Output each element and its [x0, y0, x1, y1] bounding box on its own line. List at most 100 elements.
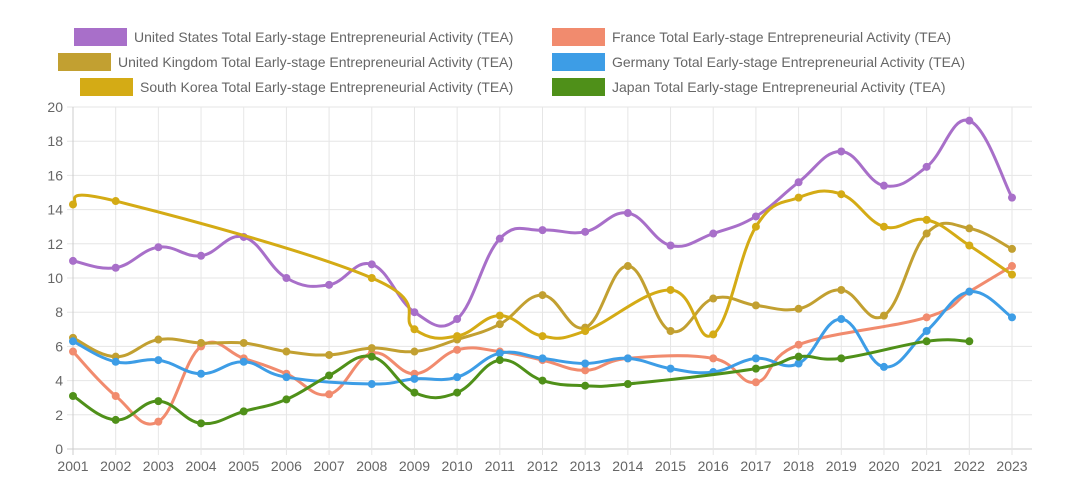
data-point-united-kingdom[interactable]	[410, 347, 419, 356]
data-point-south-korea[interactable]	[751, 222, 760, 231]
data-point-south-korea[interactable]	[794, 193, 803, 202]
data-point-south-korea[interactable]	[367, 274, 376, 282]
data-point-germany[interactable]	[453, 373, 462, 382]
data-point-united-kingdom[interactable]	[965, 224, 974, 233]
data-point-germany[interactable]	[837, 315, 846, 324]
data-point-south-korea[interactable]	[879, 222, 888, 231]
data-point-united-kingdom[interactable]	[666, 327, 675, 336]
data-point-united-kingdom[interactable]	[495, 320, 504, 329]
data-point-south-korea[interactable]	[581, 327, 590, 336]
data-point-japan[interactable]	[367, 352, 376, 361]
data-point-united-states[interactable]	[666, 241, 675, 250]
data-point-united-states[interactable]	[495, 234, 504, 243]
data-point-germany[interactable]	[367, 380, 376, 389]
data-point-germany[interactable]	[922, 327, 931, 336]
data-point-united-states[interactable]	[581, 227, 590, 236]
data-point-united-states[interactable]	[623, 209, 632, 218]
data-point-south-korea[interactable]	[538, 332, 547, 341]
data-point-germany[interactable]	[197, 369, 206, 378]
data-point-japan[interactable]	[325, 371, 334, 380]
legend-item-united-states[interactable]: United States Total Early-stage Entrepre…	[74, 28, 513, 46]
data-point-japan[interactable]	[453, 388, 462, 397]
data-point-germany[interactable]	[965, 287, 974, 296]
data-point-united-kingdom[interactable]	[709, 294, 718, 303]
data-point-japan[interactable]	[581, 381, 590, 390]
data-point-south-korea[interactable]	[453, 332, 462, 341]
data-point-united-kingdom[interactable]	[154, 335, 163, 344]
data-point-united-states[interactable]	[922, 162, 931, 171]
legend-item-germany[interactable]: Germany Total Early-stage Entrepreneuria…	[552, 53, 965, 71]
data-point-south-korea[interactable]	[837, 190, 846, 199]
legend-item-united-kingdom[interactable]: United Kingdom Total Early-stage Entrepr…	[58, 53, 513, 71]
data-point-united-states[interactable]	[794, 178, 803, 187]
data-point-japan[interactable]	[154, 397, 163, 406]
data-point-united-states[interactable]	[965, 116, 974, 125]
data-point-united-kingdom[interactable]	[922, 229, 931, 238]
data-point-germany[interactable]	[666, 364, 675, 373]
data-point-united-states[interactable]	[1008, 193, 1016, 202]
data-point-france[interactable]	[581, 366, 590, 375]
data-point-united-states[interactable]	[325, 280, 334, 289]
data-point-united-kingdom[interactable]	[538, 291, 547, 300]
data-point-france[interactable]	[453, 345, 462, 354]
data-point-germany[interactable]	[581, 359, 590, 368]
data-point-south-korea[interactable]	[69, 200, 77, 209]
data-point-south-korea[interactable]	[709, 330, 718, 339]
data-point-japan[interactable]	[197, 419, 206, 428]
data-point-united-states[interactable]	[538, 226, 547, 235]
data-point-japan[interactable]	[410, 388, 419, 397]
data-point-japan[interactable]	[69, 391, 77, 400]
data-point-united-kingdom[interactable]	[1008, 244, 1016, 253]
data-point-japan[interactable]	[965, 337, 974, 346]
data-point-japan[interactable]	[495, 356, 504, 365]
data-point-japan[interactable]	[922, 337, 931, 346]
data-point-germany[interactable]	[879, 362, 888, 371]
data-point-japan[interactable]	[282, 395, 291, 404]
data-point-france[interactable]	[69, 347, 77, 356]
data-point-japan[interactable]	[623, 380, 632, 389]
data-point-south-korea[interactable]	[495, 311, 504, 320]
data-point-japan[interactable]	[538, 376, 547, 385]
data-point-united-states[interactable]	[282, 274, 291, 282]
data-point-united-states[interactable]	[709, 229, 718, 238]
data-point-germany[interactable]	[239, 357, 248, 366]
data-point-japan[interactable]	[794, 352, 803, 361]
data-point-united-states[interactable]	[410, 308, 419, 317]
data-point-france[interactable]	[154, 417, 163, 426]
data-point-germany[interactable]	[495, 349, 504, 358]
data-point-germany[interactable]	[154, 356, 163, 365]
data-point-france[interactable]	[751, 378, 760, 387]
legend-item-south-korea[interactable]: South Korea Total Early-stage Entreprene…	[80, 78, 513, 96]
legend-item-japan[interactable]: Japan Total Early-stage Entrepreneurial …	[552, 78, 946, 96]
data-point-united-kingdom[interactable]	[623, 262, 632, 271]
data-point-japan[interactable]	[837, 354, 846, 363]
data-point-united-states[interactable]	[751, 212, 760, 221]
data-point-japan[interactable]	[751, 364, 760, 373]
data-point-germany[interactable]	[751, 354, 760, 363]
data-point-france[interactable]	[325, 390, 334, 399]
data-point-germany[interactable]	[538, 354, 547, 363]
data-point-united-states[interactable]	[879, 181, 888, 190]
data-point-united-states[interactable]	[837, 147, 846, 156]
data-point-united-kingdom[interactable]	[879, 311, 888, 320]
data-point-united-kingdom[interactable]	[751, 301, 760, 310]
data-point-germany[interactable]	[1008, 313, 1016, 322]
data-point-united-states[interactable]	[111, 263, 120, 272]
data-point-united-kingdom[interactable]	[325, 350, 334, 359]
data-point-south-korea[interactable]	[1008, 270, 1016, 279]
data-point-south-korea[interactable]	[965, 241, 974, 250]
data-point-japan[interactable]	[239, 407, 248, 416]
data-point-france[interactable]	[922, 313, 931, 322]
data-point-united-states[interactable]	[453, 315, 462, 324]
data-point-united-kingdom[interactable]	[837, 285, 846, 294]
data-point-united-kingdom[interactable]	[367, 344, 376, 353]
data-point-germany[interactable]	[69, 337, 77, 346]
data-point-south-korea[interactable]	[922, 215, 931, 224]
data-point-france[interactable]	[1008, 262, 1016, 271]
data-point-france[interactable]	[794, 340, 803, 349]
legend-item-france[interactable]: France Total Early-stage Entrepreneurial…	[552, 28, 951, 46]
data-point-united-kingdom[interactable]	[197, 338, 206, 347]
data-point-south-korea[interactable]	[410, 325, 419, 334]
data-point-united-kingdom[interactable]	[282, 347, 291, 356]
data-point-japan[interactable]	[111, 415, 120, 424]
